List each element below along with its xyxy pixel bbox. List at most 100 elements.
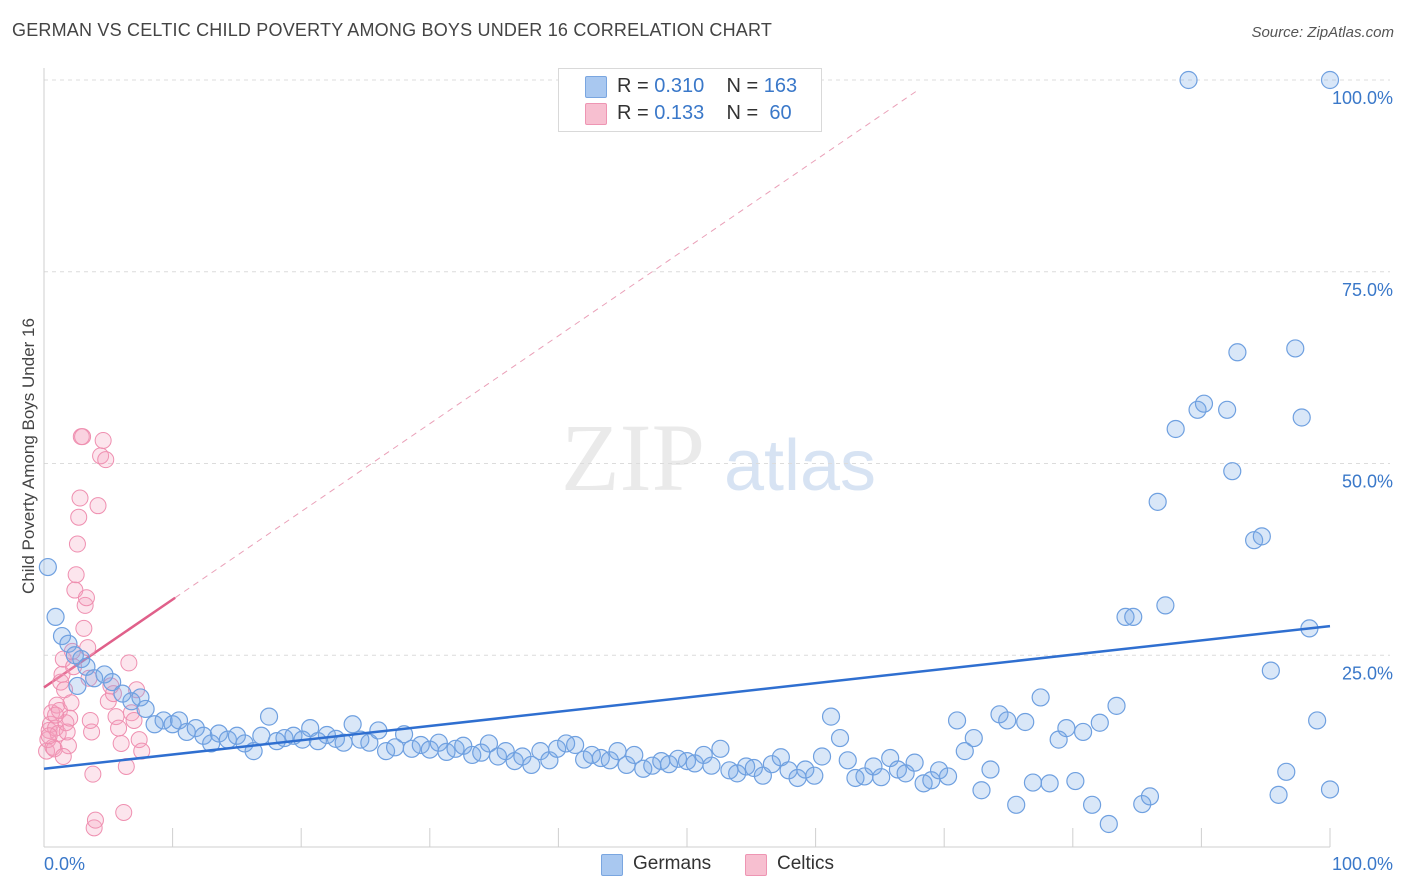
german-point: [805, 766, 824, 785]
german-point: [998, 711, 1017, 730]
german-point: [659, 755, 679, 774]
german-point: [625, 745, 644, 765]
german-point: [1066, 771, 1085, 791]
german-point: [1082, 795, 1102, 814]
celtic-point: [110, 719, 128, 737]
celtic-point: [84, 765, 102, 783]
german-point: [68, 676, 87, 696]
celtic-point: [40, 727, 58, 745]
bottom-label-celtics: Celtics: [777, 853, 835, 874]
axes: [43, 68, 1331, 848]
german-point: [1073, 722, 1093, 742]
german-point: [796, 760, 815, 779]
german-point: [905, 753, 924, 772]
german-point: [1261, 661, 1280, 680]
x-tick-labels: 0.0% 100.0%: [44, 854, 1393, 874]
german-trend-solid: [43, 624, 1331, 771]
german-point: [1023, 773, 1043, 792]
german-point: [317, 725, 337, 745]
german-point: [557, 734, 576, 753]
y-tick-label: 100.0%: [1332, 88, 1393, 108]
german-point: [964, 728, 983, 748]
chart-title: GERMAN VS CELTIC CHILD POVERTY AMONG BOY…: [12, 20, 773, 40]
german-point: [1040, 774, 1059, 793]
celtic-point: [125, 711, 143, 729]
legend-r-label: R =: [617, 75, 649, 97]
celtic-trend-extension: [174, 91, 917, 599]
german-point: [1252, 527, 1271, 546]
celtic-point: [61, 709, 79, 727]
german-point: [981, 760, 1000, 779]
german-point: [209, 724, 228, 743]
german-point: [1292, 408, 1311, 427]
german-point: [812, 747, 832, 766]
german-point: [955, 742, 974, 761]
x-tick-label: 0.0%: [44, 854, 85, 874]
celtic-point: [83, 723, 101, 741]
german-point: [154, 711, 173, 730]
german-point: [1116, 607, 1135, 627]
german-point: [947, 711, 967, 730]
german-point: [846, 768, 865, 788]
german-point: [1277, 762, 1296, 781]
german-point: [1007, 795, 1026, 814]
german-point: [548, 739, 567, 758]
legend-r-value-germans: 0.310: [654, 75, 705, 97]
german-point: [929, 761, 949, 780]
legend-n-label: N =: [726, 75, 759, 97]
german-point: [1107, 696, 1126, 715]
german-point: [1099, 814, 1118, 834]
celtic-point: [115, 803, 133, 821]
german-point: [711, 739, 730, 758]
german-point: [1218, 400, 1237, 419]
celtic-point: [89, 497, 107, 515]
german-point: [38, 557, 57, 577]
watermark-atlas: atlas: [724, 426, 876, 506]
german-point: [227, 726, 246, 745]
y-tick-labels: 25.0% 50.0% 75.0% 100.0%: [1332, 88, 1393, 683]
celtic-point: [75, 619, 93, 637]
german-trend-line: [43, 624, 1331, 771]
german-point: [838, 751, 857, 770]
german-point: [1228, 343, 1247, 362]
celtic-point: [59, 737, 77, 755]
bottom-label-germans: Germans: [633, 853, 712, 874]
german-point: [186, 719, 205, 738]
legend-swatch-celtics: [585, 103, 607, 125]
german-point: [522, 755, 541, 775]
celtic-point: [97, 451, 115, 469]
german-point: [1016, 712, 1035, 732]
german-point: [145, 715, 164, 734]
celtic-point: [62, 694, 80, 712]
x-tick-label: 100.0%: [1332, 854, 1393, 874]
german-point: [360, 733, 379, 752]
legend-swatch-germans: [585, 76, 607, 98]
german-point: [830, 728, 850, 748]
celtic-trend-solid: [43, 596, 176, 689]
german-point: [1057, 719, 1076, 738]
watermark: ZIP atlas: [561, 404, 876, 511]
german-point: [496, 742, 515, 761]
celtic-point: [40, 721, 58, 739]
german-point: [1140, 787, 1160, 806]
german-point: [136, 699, 155, 719]
german-point: [59, 634, 78, 653]
grid-lines: [44, 79, 1390, 656]
german-point: [737, 757, 756, 776]
german-point: [194, 726, 213, 745]
y-axis-label: Child Poverty Among Boys Under 16: [19, 318, 38, 594]
legend: R = 0.310 N = 163 R = 0.133 N = 60: [558, 68, 822, 132]
german-point: [1286, 339, 1305, 358]
german-point: [1124, 607, 1143, 627]
legend-r-value-celtics: 0.133: [654, 102, 705, 124]
german-point: [600, 751, 619, 770]
german-point: [131, 688, 150, 707]
german-point: [95, 665, 114, 684]
y-tick-label: 25.0%: [1342, 663, 1393, 683]
german-point: [343, 715, 362, 734]
celtic-point: [120, 654, 138, 672]
german-point: [702, 756, 721, 775]
german-point: [259, 707, 279, 726]
celtic-point: [86, 811, 104, 829]
german-point: [479, 734, 499, 753]
